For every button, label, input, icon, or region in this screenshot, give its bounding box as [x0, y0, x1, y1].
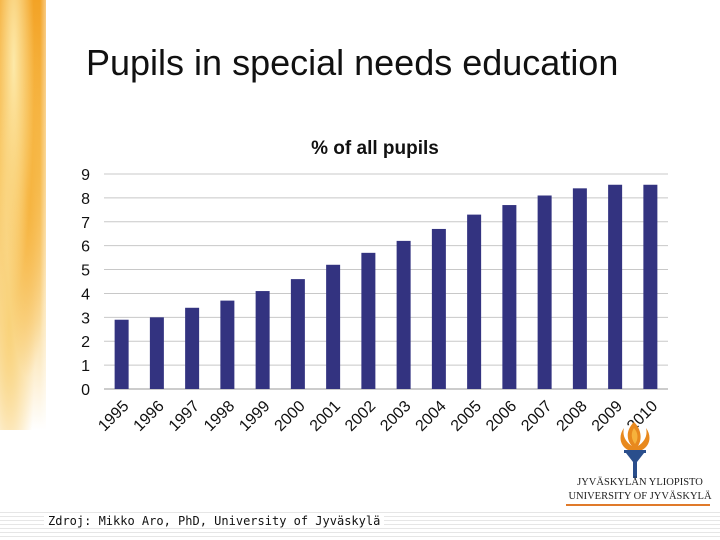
bar-2003 [396, 240, 411, 389]
bar-2002 [361, 252, 376, 389]
y-tick-label: 4 [81, 286, 90, 303]
logo-rule [566, 504, 710, 506]
bar-2006 [502, 205, 517, 389]
x-tick-label-1996: 1996 [131, 398, 168, 435]
x-tick-label-2005: 2005 [448, 398, 485, 435]
x-tick-label-2002: 2002 [342, 398, 379, 435]
x-tick-label-2001: 2001 [307, 398, 344, 435]
source-note: Zdroj: Mikko Aro, PhD, University of Jyv… [44, 514, 385, 528]
bar-2005 [467, 214, 482, 389]
decorative-side-band [0, 0, 60, 430]
slide-title: Pupils in special needs education [86, 42, 619, 83]
y-tick-label: 8 [81, 191, 90, 208]
y-tick-label: 6 [81, 239, 90, 256]
chart-title: % of all pupils [311, 138, 439, 159]
bar-2008 [572, 188, 587, 389]
y-tick-label: 5 [81, 263, 90, 280]
x-tick-label-2006: 2006 [483, 398, 520, 435]
bar-2007 [537, 195, 552, 389]
x-tick-label-2007: 2007 [518, 398, 555, 435]
x-tick-label-2004: 2004 [413, 398, 450, 435]
bar-1995 [114, 319, 129, 389]
x-tick-label-1999: 1999 [236, 398, 273, 435]
x-tick-label-2000: 2000 [272, 398, 309, 435]
y-tick-label: 1 [81, 358, 90, 375]
bar-2004 [431, 228, 446, 389]
bar-2010 [643, 184, 658, 389]
bar-2000 [290, 279, 305, 389]
x-tick-label-1995: 1995 [95, 398, 132, 435]
x-tick-label-2003: 2003 [377, 398, 414, 435]
torch-flame-icon [620, 422, 650, 478]
university-name-en: UNIVERSITY OF JYVÄSKYLÄ [568, 491, 712, 502]
bar-1999 [255, 291, 270, 389]
y-tick-label: 9 [81, 167, 90, 184]
x-tick-label-1997: 1997 [166, 398, 203, 435]
university-name-fi: JYVÄSKYLÄN YLIOPISTO [577, 477, 703, 488]
y-tick-label: 0 [81, 382, 90, 399]
university-name: JYVÄSKYLÄN YLIOPISTO UNIVERSITY OF JYVÄS… [566, 476, 714, 504]
y-tick-labels: 0 1 2 3 4 5 6 7 8 9 [81, 167, 90, 399]
y-tick-label: 2 [81, 334, 90, 351]
bar-2001 [326, 264, 341, 389]
bar-2009 [608, 184, 623, 389]
y-tick-label: 3 [81, 310, 90, 327]
bar-1996 [149, 317, 164, 389]
bar-1998 [220, 300, 235, 389]
bar-1997 [185, 307, 200, 389]
y-tick-label: 7 [81, 215, 90, 232]
bars [114, 184, 658, 389]
x-tick-label-1998: 1998 [201, 398, 238, 435]
